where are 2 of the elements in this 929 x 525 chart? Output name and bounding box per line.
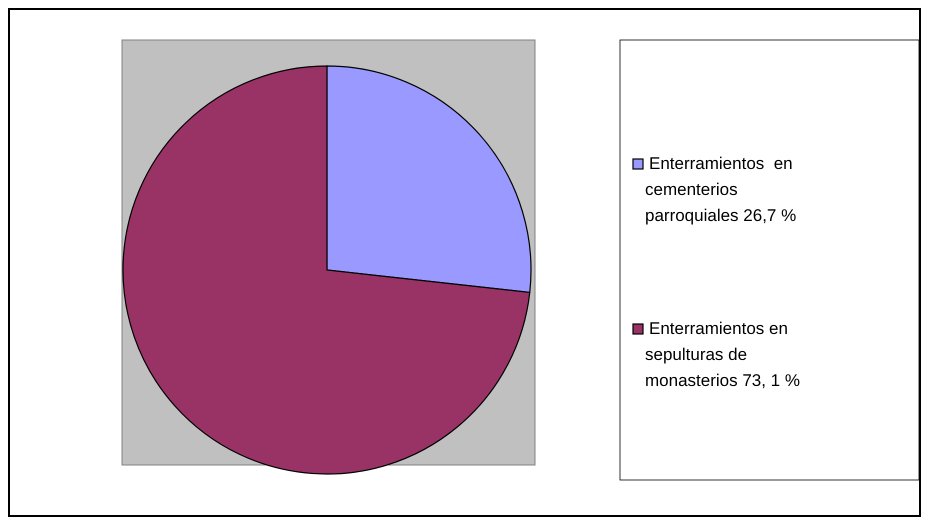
- legend-label: Enterramientos en sepulturas de monasterios 73, 1 %: [645, 319, 800, 390]
- legend-label: Enterramientos en cementerios parroquiales 26,7 %: [645, 154, 796, 225]
